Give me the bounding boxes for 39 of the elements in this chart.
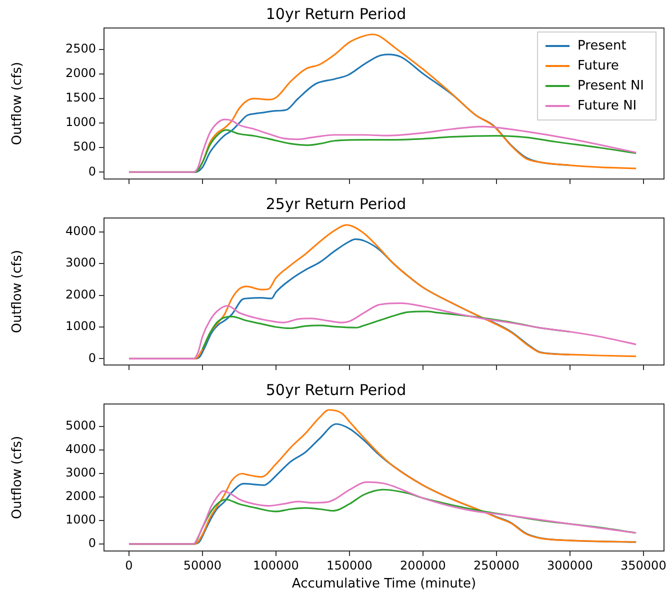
y-tick-label: 1000 [65,319,96,334]
y-tick-label: 0 [88,350,96,365]
legend-label: Future [578,58,619,74]
x-tick-label: 150000 [326,558,372,572]
y-tick-label: 0 [88,536,96,550]
y-tick-label: 1000 [65,512,96,527]
legend-label: Present [578,38,626,54]
y-tick-label: 4000 [65,224,96,238]
y-tick-label: 2000 [65,66,96,80]
legend-label: Future NI [578,98,637,114]
y-axis-title: Outflow (cfs) [10,436,26,520]
x-tick-label: 250000 [474,558,520,572]
x-tick-label: 350000 [620,558,666,572]
y-tick-label: 3000 [65,466,96,480]
x-tick-label: 300000 [547,558,593,572]
y-tick-label: 3000 [65,256,96,270]
line-series [128,118,637,173]
y-tick-label: 4000 [65,442,96,456]
chart-title: 50yr Return Period [266,380,406,399]
x-axis-title: Accumulative Time (minute) [292,576,476,592]
y-axis-title: Outflow (cfs) [10,250,26,334]
y-tick-label: 1000 [65,115,96,130]
y-axis-title: Outflow (cfs) [10,62,26,146]
legend-label: Present NI [578,78,644,94]
y-tick-label: 2500 [65,42,96,56]
y-tick-label: 0 [88,164,96,178]
y-tick-label: 2000 [65,489,96,504]
chart-title: 10yr Return Period [266,4,406,23]
y-tick-label: 1500 [65,90,96,105]
x-tick-label: 100000 [253,558,299,572]
y-tick-label: 5000 [65,418,96,432]
line-series [202,310,571,350]
x-tick-label: 200000 [400,558,446,572]
y-tick-label: 2000 [65,287,96,302]
line-series [128,302,637,360]
y-tick-label: 500 [73,140,96,154]
x-tick-label: 0 [125,558,133,572]
chart-title: 25yr Return Period [266,194,406,213]
x-tick-label: 50000 [183,558,222,572]
